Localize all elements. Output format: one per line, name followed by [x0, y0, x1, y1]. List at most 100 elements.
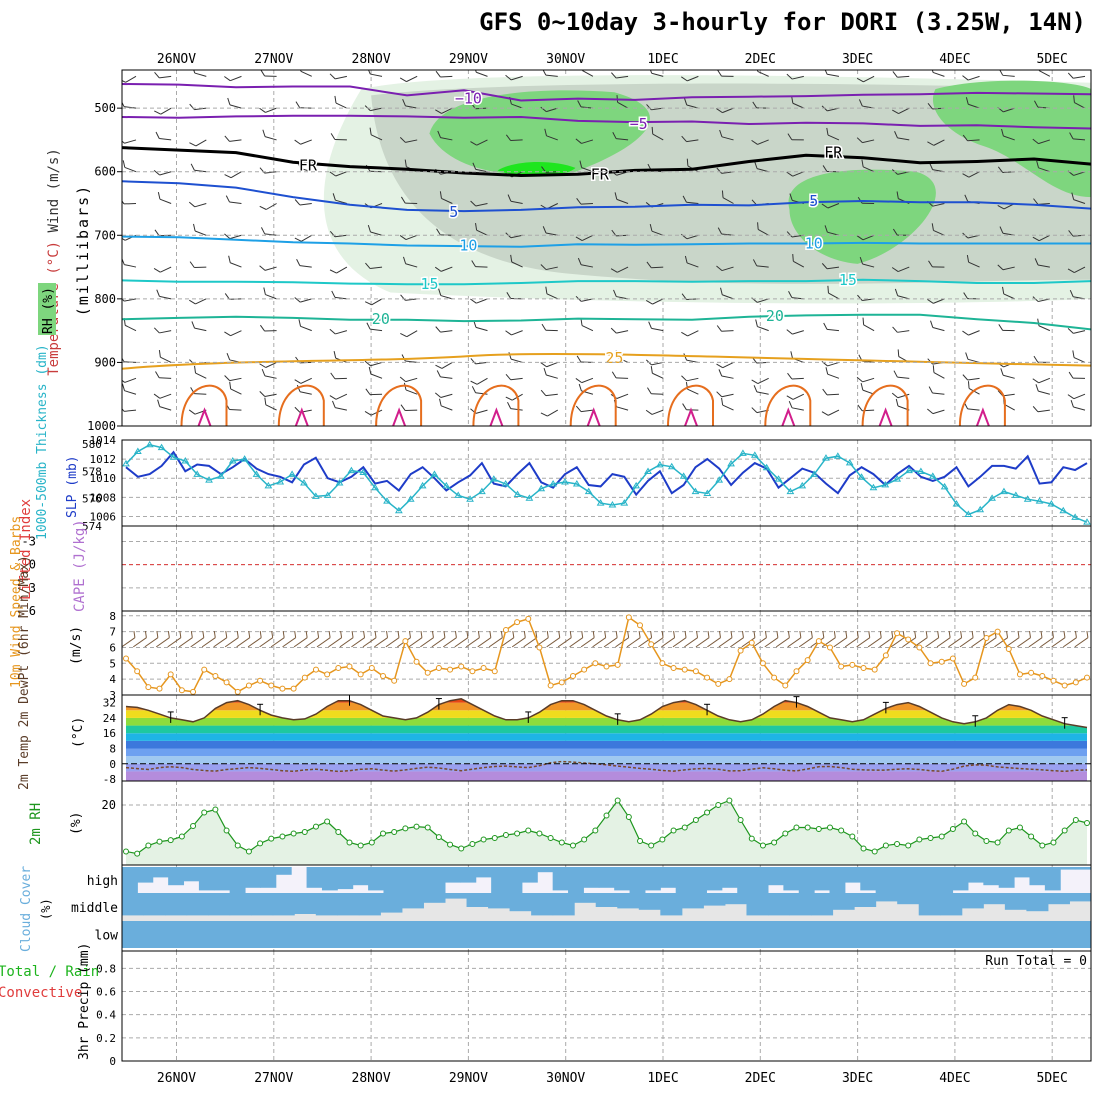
slp-point [513, 490, 522, 497]
wind-barb [651, 126, 664, 141]
wind-barb [540, 106, 558, 113]
surface-wind-barb [477, 630, 492, 648]
wind-barb [792, 254, 805, 268]
rh2m-units: (%) [69, 812, 84, 835]
wind-speed-point [994, 628, 1001, 635]
wind-barb [718, 369, 734, 379]
wind-tick-label: 7 [109, 626, 116, 639]
wind-tick-label: 8 [109, 610, 116, 623]
precip-tick-label: 0.6 [96, 986, 116, 999]
cloud-units: (%) [39, 898, 53, 920]
surface-wind-barb [270, 630, 285, 648]
wind-barb [821, 203, 840, 209]
cloud-high-bar [1029, 867, 1046, 886]
cloud-middle-bar [789, 893, 812, 916]
wind-barb [157, 192, 172, 204]
cloud-middle-bar [638, 893, 661, 910]
wind-speed-point [223, 679, 230, 686]
rh2m-point [860, 845, 867, 852]
wind-barb [788, 400, 804, 411]
cloud-middle-bar [1047, 893, 1070, 905]
wind-barb [751, 377, 769, 385]
wind-barb [962, 134, 980, 142]
temp-contour-30 [569, 384, 617, 426]
wind-barb [366, 322, 383, 332]
rh2m-point [614, 797, 621, 804]
wind-speed-point [961, 680, 968, 687]
wind-barb [474, 70, 488, 77]
wind-speed-point [312, 666, 319, 673]
cloud-high-bar [614, 867, 631, 891]
slp-point [193, 470, 202, 477]
cloud-high-bar [844, 867, 861, 883]
wind-barb [891, 266, 910, 273]
wind-barb [226, 353, 242, 363]
cloud-high-bar [937, 867, 954, 893]
surface-wind-barb [351, 630, 366, 648]
wind-barb [435, 70, 453, 78]
rh2m-point [804, 824, 811, 831]
li-tick-label: -3 [22, 534, 36, 548]
surface-wind-barb [122, 630, 136, 648]
wind-barb [400, 404, 418, 412]
slp-point [750, 451, 759, 458]
cloud-high-bar [983, 867, 1000, 886]
slp-point [489, 475, 498, 482]
wind-speed-point [1016, 671, 1023, 678]
wind-barb [471, 260, 488, 268]
cloud-high-bar [783, 867, 800, 891]
wind-barb [153, 393, 172, 399]
slp-point [122, 459, 130, 467]
wind-barb [259, 265, 277, 271]
wind-barb [786, 329, 804, 335]
wind-barb [611, 72, 629, 79]
isotherm-10 [122, 235, 1091, 248]
surface-wind-barb [1063, 630, 1077, 648]
wind-speed-point [134, 668, 141, 675]
wind-speed-point [625, 614, 632, 621]
wind-barb [821, 360, 840, 367]
cloud-high-bar [660, 867, 677, 888]
isotherm-15 [122, 278, 1091, 286]
slp-point [893, 475, 902, 482]
wind-speed-point [849, 661, 856, 668]
top-date-label: 3DEC [842, 52, 873, 67]
wind-barb [927, 298, 945, 304]
wind-barb [681, 375, 699, 382]
cloud-middle-bar [315, 893, 338, 916]
wind-speed-point [469, 668, 476, 675]
wind-barb [716, 107, 734, 114]
cloud-middle-bar [531, 893, 554, 916]
slp-point [217, 472, 225, 479]
wind-speed-point [257, 677, 264, 684]
wind-barb [122, 383, 137, 395]
wind-barb [1067, 393, 1086, 400]
surface-wind-barb [684, 630, 699, 648]
wind-speed-point [704, 674, 711, 681]
slp-point [501, 479, 510, 487]
slp-point [406, 495, 415, 502]
rh2m-point [938, 833, 945, 840]
temperature-band [126, 733, 1087, 741]
wind-barb [399, 376, 418, 383]
wind-barb [717, 70, 734, 77]
cloud-middle-bar [552, 893, 575, 916]
wind-barb [298, 319, 312, 332]
rh2m-point [882, 842, 889, 849]
slp-point [857, 473, 866, 480]
cloud-high-bar [168, 867, 185, 886]
sounding-axis-title: Temperature (°C) Wind (m/s) [46, 148, 62, 376]
wind-barb [721, 397, 734, 411]
slp-point [300, 479, 308, 486]
surface-wind-barb [741, 630, 756, 648]
cloud-high-bar [644, 867, 661, 891]
cloud-high-bar [429, 867, 446, 893]
wind-barb [434, 266, 453, 272]
wind-barb [227, 97, 242, 109]
top-date-label: 28NOV [352, 52, 391, 67]
rh2m-area [126, 800, 1087, 865]
wind-barb [294, 234, 312, 242]
temp-contour-30 [958, 384, 1006, 426]
cloud-high-bar [229, 867, 246, 893]
wind-speed-point [916, 644, 923, 651]
